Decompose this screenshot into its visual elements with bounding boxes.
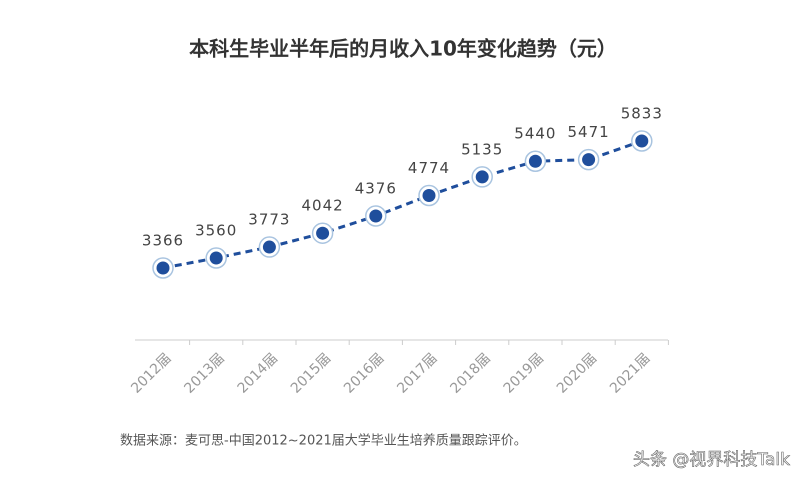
chart-title: 本科生毕业半年后的月收入10年变化趋势（元）: [189, 37, 617, 61]
data-label: 4042: [302, 197, 344, 215]
x-tick-label: 2019届: [501, 350, 547, 396]
point: [422, 189, 436, 203]
data-label: 5833: [621, 105, 663, 123]
point: [156, 261, 170, 275]
x-tick-label: 2020届: [554, 350, 600, 396]
point: [209, 251, 223, 265]
point: [316, 226, 330, 240]
data-label: 4774: [408, 159, 450, 177]
x-tick-label: 2018届: [447, 350, 493, 396]
point: [262, 240, 276, 254]
x-tick-label: 2015届: [288, 350, 334, 396]
point: [582, 153, 596, 167]
x-tick-label: 2012届: [128, 350, 174, 396]
data-label: 3366: [142, 232, 184, 250]
point: [528, 154, 542, 168]
data-label: 3560: [195, 222, 237, 240]
point: [369, 209, 383, 223]
x-tick-label: 2016届: [341, 350, 387, 396]
x-tick-label: 2014届: [235, 350, 281, 396]
x-tick-label: 2017届: [394, 350, 440, 396]
point: [635, 134, 649, 148]
watermark: 头条 @视界科技Talk: [633, 450, 790, 470]
point: [475, 170, 489, 184]
series-line: [162, 139, 643, 270]
data-label: 5135: [461, 140, 503, 158]
data-label: 4376: [355, 180, 397, 198]
x-tick-label: 2013届: [181, 350, 227, 396]
data-label: 5440: [514, 125, 556, 143]
data-label: 5471: [568, 123, 610, 141]
x-tick-label: 2021届: [607, 350, 653, 396]
source-note: 数据来源：麦可思-中国2012~2021届大学毕业生培养质量跟踪评价。: [120, 433, 527, 449]
data-label: 3773: [248, 211, 290, 229]
